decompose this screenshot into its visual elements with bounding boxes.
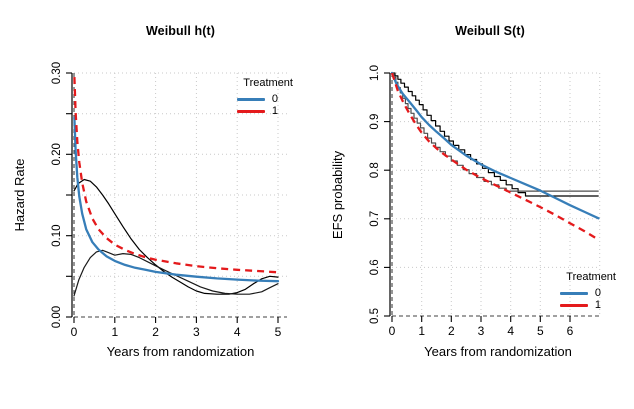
left-panel-title: Weibull h(t) <box>145 24 215 38</box>
x-tick-label: 2 <box>152 325 159 339</box>
x-tick-label: 1 <box>111 325 118 339</box>
survival-panel: 0.50.60.70.80.91.00 1 2 3 4 5 6 <box>369 65 601 338</box>
kaplan-meier-b <box>391 72 599 192</box>
reference-lines <box>73 73 287 318</box>
x-tick-label: 5 <box>275 325 282 339</box>
right-panel-title: Weibull S(t) <box>455 24 525 38</box>
hazard-panel: 0.000.100.200.300 1 2 3 4 5 <box>51 62 287 339</box>
legend-entry-treatment-1: 1 <box>213 105 293 117</box>
axes: 0.5 0.6 0.7 0.8 0.9 1.0 0 1 2 3 4 5 6 <box>369 65 574 338</box>
legend-label: 1 <box>594 299 601 311</box>
left-legend: Treatment 0 1 <box>213 77 293 117</box>
weibull-survival-treatment-0 <box>390 71 600 220</box>
grid-lines <box>74 72 287 317</box>
y-tick-label: 0.8 <box>369 162 381 178</box>
legend-label: 0 <box>271 93 278 105</box>
legend-line-treatment-1-icon <box>236 109 265 113</box>
y-tick-label: 0.6 <box>369 259 381 275</box>
legend-entry-treatment-0: 0 <box>213 93 293 105</box>
x-tick-label: 4 <box>507 324 514 338</box>
legend-line-treatment-0-icon <box>559 291 588 295</box>
x-tick-label: 1 <box>418 324 425 338</box>
weibull-hazard-treatment-0 <box>73 116 280 283</box>
nonparametric-hazard-a <box>73 178 279 295</box>
reference-lines <box>391 73 600 317</box>
x-tick-label: 3 <box>478 324 485 338</box>
nonparametric-hazard-b <box>73 249 279 297</box>
y-tick-label: 0.5 <box>369 308 381 324</box>
y-tick-label: 0.9 <box>369 114 381 130</box>
y-tick-label: 0.10 <box>51 225 63 247</box>
weibull-hazard-treatment-1 <box>73 77 279 274</box>
x-tick-label: 6 <box>567 324 574 338</box>
grid-lines <box>392 72 601 316</box>
y-tick-label: 0.20 <box>51 143 63 165</box>
right-legend: Treatment 0 1 <box>536 271 616 311</box>
x-tick-label: 4 <box>234 325 241 339</box>
left-x-axis-label: Years from randomization <box>106 344 255 359</box>
y-tick-label: 0.00 <box>51 306 63 328</box>
right-x-axis-label: Years from randomization <box>424 344 572 359</box>
x-tick-label: 5 <box>537 324 544 338</box>
legend-line-treatment-1-icon <box>559 303 588 307</box>
x-tick-label: 2 <box>448 324 455 338</box>
y-tick-label: 0.30 <box>51 62 63 84</box>
legend-entry-treatment-1: 1 <box>536 299 616 311</box>
x-tick-label: 3 <box>193 325 200 339</box>
axes: 0.000.100.200.300 1 2 3 4 5 <box>51 62 282 339</box>
legend-line-treatment-0-icon <box>236 97 265 101</box>
legend-entry-treatment-0: 0 <box>536 287 616 299</box>
y-tick-label: 0.7 <box>369 211 381 227</box>
legend-label: 1 <box>271 105 278 117</box>
x-tick-label: 0 <box>71 325 78 339</box>
left-y-axis-label: Hazard Rate <box>12 158 27 232</box>
kaplan-meier-a <box>391 72 599 197</box>
y-tick-label: 1.0 <box>369 65 381 81</box>
legend-title: Treatment <box>566 271 616 283</box>
legend-label: 0 <box>594 287 601 299</box>
legend-title: Treatment <box>243 77 293 89</box>
right-y-axis-label: EFS probability <box>330 150 345 240</box>
weibull-survival-treatment-1 <box>390 72 600 241</box>
x-tick-label: 0 <box>389 324 396 338</box>
